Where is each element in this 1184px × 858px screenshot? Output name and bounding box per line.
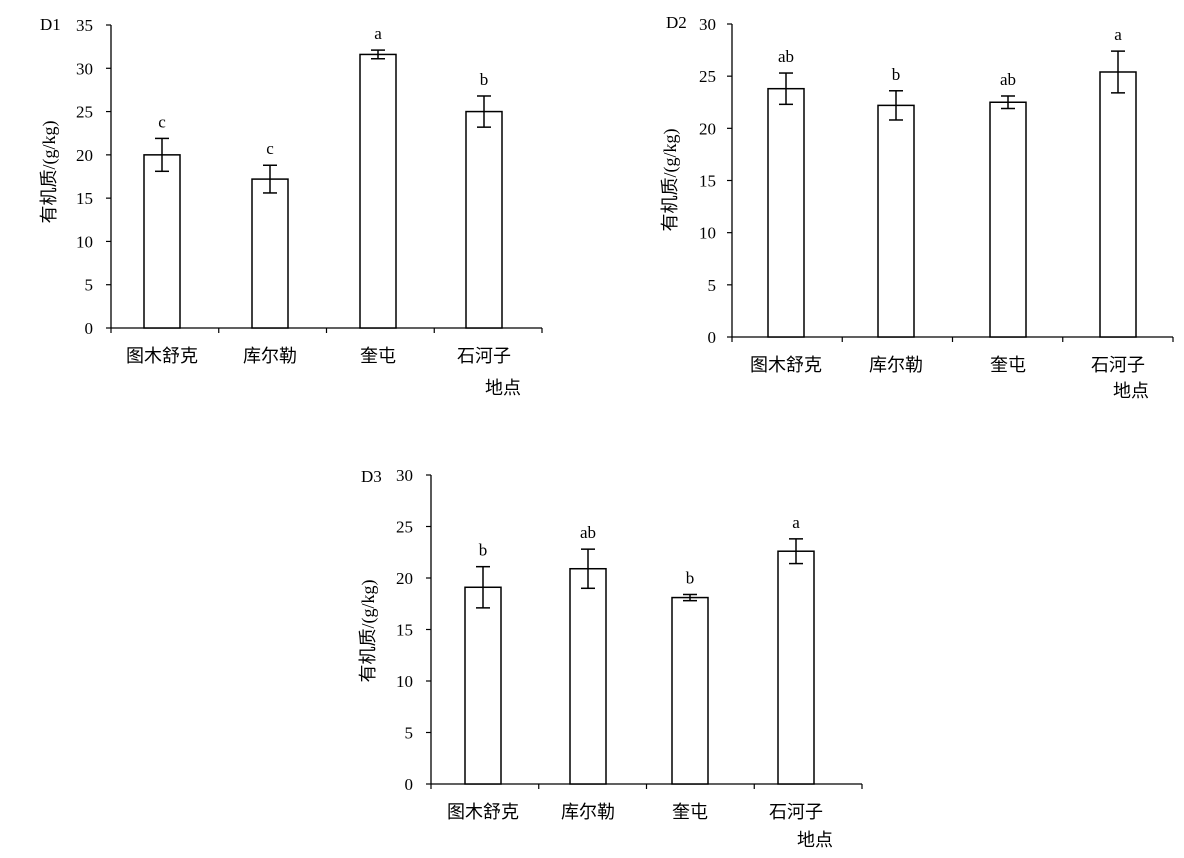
category-label: 石河子 bbox=[457, 346, 511, 366]
y-tick-label: 15 bbox=[699, 172, 716, 191]
bar bbox=[143, 154, 181, 329]
bar bbox=[569, 567, 607, 785]
category-label: 奎屯 bbox=[990, 355, 1026, 375]
panel-label: D2 bbox=[666, 13, 687, 32]
chart-panel-d2: D2 有机质/(g/kg) 地点 0 5 10 15 20 25 30 ab 图木舒克 b 库尔勒 a… bbox=[660, 13, 1174, 401]
y-tick-label: 25 bbox=[699, 67, 716, 86]
x-axis-label: 地点 bbox=[797, 830, 833, 850]
y-tick-label: 25 bbox=[396, 518, 413, 537]
y-tick-label: 0 bbox=[85, 319, 94, 338]
y-tick-label: 35 bbox=[76, 16, 93, 35]
category-label: 库尔勒 bbox=[869, 355, 923, 375]
y-tick-label: 5 bbox=[405, 724, 414, 743]
y-tick-label: 20 bbox=[76, 146, 93, 165]
bar bbox=[989, 101, 1027, 338]
y-tick-label: 15 bbox=[76, 189, 93, 208]
y-axis-label: 有机质/(g/kg) bbox=[39, 121, 60, 224]
bar bbox=[464, 586, 502, 785]
category-label: 奎屯 bbox=[360, 346, 396, 366]
category-label: 奎屯 bbox=[672, 802, 708, 822]
y-tick-label: 0 bbox=[708, 328, 717, 347]
significance-label: ab bbox=[1000, 70, 1016, 89]
significance-label: a bbox=[792, 513, 800, 532]
x-axis-label: 地点 bbox=[485, 378, 521, 398]
y-tick-label: 5 bbox=[85, 276, 94, 295]
category-label: 石河子 bbox=[769, 802, 823, 822]
y-tick-label: 30 bbox=[76, 59, 93, 78]
category-label: 库尔勒 bbox=[561, 802, 615, 822]
significance-label: a bbox=[1114, 25, 1122, 44]
bar bbox=[767, 87, 805, 338]
panel-label: D3 bbox=[361, 467, 382, 486]
bar bbox=[777, 550, 815, 785]
category-label: 石河子 bbox=[1091, 355, 1145, 375]
category-label: 库尔勒 bbox=[243, 346, 297, 366]
significance-label: b bbox=[479, 541, 488, 560]
significance-label: c bbox=[158, 112, 166, 131]
significance-label: c bbox=[266, 139, 274, 158]
category-label: 图木舒克 bbox=[447, 802, 519, 822]
bar bbox=[877, 104, 915, 338]
bar bbox=[671, 596, 709, 785]
y-tick-label: 25 bbox=[76, 103, 93, 122]
y-tick-label: 0 bbox=[405, 775, 414, 794]
y-tick-label: 5 bbox=[708, 276, 717, 295]
bar bbox=[359, 53, 397, 329]
significance-label: a bbox=[374, 24, 382, 43]
bar bbox=[251, 178, 289, 329]
significance-label: b bbox=[686, 568, 695, 587]
y-tick-label: 10 bbox=[396, 672, 413, 691]
significance-label: ab bbox=[580, 523, 596, 542]
category-label: 图木舒克 bbox=[750, 355, 822, 375]
y-tick-label: 20 bbox=[699, 119, 716, 138]
significance-label: b bbox=[892, 65, 901, 84]
category-label: 图木舒克 bbox=[126, 346, 198, 366]
chart-panel-d1: D1 有机质/(g/kg) 地点 0 5 10 15 20 25 30 35 c 图木舒克 c 库尔勒… bbox=[39, 15, 543, 398]
x-axis-label: 地点 bbox=[1113, 381, 1149, 401]
chart-panel-d3: D3 有机质/(g/kg) 地点 0 5 10 15 20 25 30 b 图木舒克 ab 库尔勒 b… bbox=[358, 466, 863, 850]
y-tick-label: 30 bbox=[699, 15, 716, 34]
bar bbox=[465, 110, 503, 329]
y-tick-label: 20 bbox=[396, 569, 413, 588]
y-tick-label: 10 bbox=[76, 232, 93, 251]
significance-label: ab bbox=[778, 47, 794, 66]
panel-label: D1 bbox=[40, 15, 61, 34]
significance-label: b bbox=[480, 70, 489, 89]
y-axis-label: 有机质/(g/kg) bbox=[660, 129, 681, 232]
bar bbox=[1099, 71, 1137, 338]
y-tick-label: 30 bbox=[396, 466, 413, 485]
y-tick-label: 15 bbox=[396, 621, 413, 640]
y-tick-label: 10 bbox=[699, 224, 716, 243]
y-axis-label: 有机质/(g/kg) bbox=[358, 580, 379, 683]
